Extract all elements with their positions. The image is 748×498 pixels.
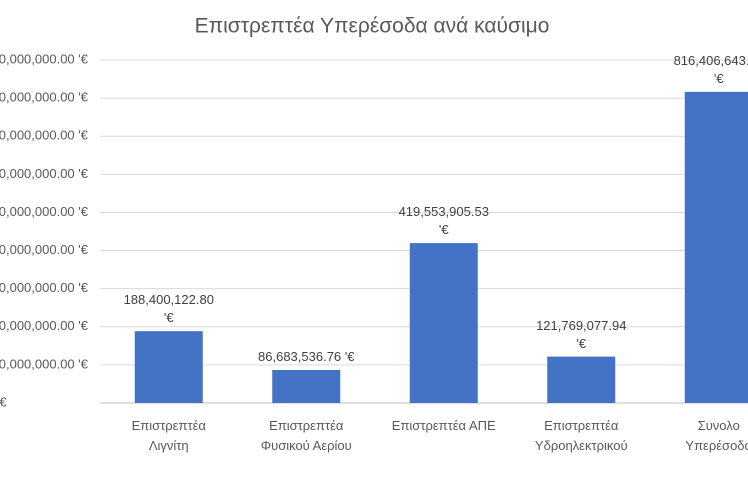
bar: [134, 331, 203, 403]
bar: [272, 369, 341, 403]
data-label: 86,683,536.76 '€: [258, 348, 355, 364]
y-tick-label: 400,000,000.00 '€: [0, 242, 89, 257]
y-tick-label: 100,000,000.00 '€: [0, 356, 89, 371]
bar: [547, 356, 616, 403]
bar: [684, 91, 748, 403]
y-tick-label: 500,000,000.00 '€: [0, 204, 89, 219]
x-tick-label: Επιστρεπτέα Υδροηλεκτρικού: [534, 418, 628, 453]
data-label: 121,769,077.94 '€: [536, 317, 627, 351]
data-label: 419,553,905.53 '€: [398, 204, 489, 238]
x-tick-label: Συνολο Υπερέσοδα: [685, 418, 748, 453]
data-label: 816,406,643.03 '€: [673, 52, 748, 86]
y-tick-label: 900,000,000.00 '€: [0, 51, 89, 66]
x-tick-label: Επιστρεπτέα Λιγνίτη: [131, 418, 206, 453]
chart-title: Επιστρεπτέα Υπερέσοδα ανά καύσιμο: [195, 15, 550, 38]
y-tick-label: '€: [0, 394, 7, 409]
data-label: 188,400,122.80 '€: [123, 292, 214, 326]
x-tick-label: Επιστρεπτέα Φυσικού Αερίου: [260, 418, 352, 453]
y-tick-label: 800,000,000.00 '€: [0, 90, 89, 105]
y-tick-label: 300,000,000.00 '€: [0, 280, 89, 295]
y-tick-label: 600,000,000.00 '€: [0, 166, 89, 181]
y-tick-label: 200,000,000.00 '€: [0, 318, 89, 333]
x-tick-label: Επιστρεπτέα ΑΠΕ: [391, 418, 496, 433]
bar: [409, 243, 478, 403]
y-tick-label: 700,000,000.00 '€: [0, 128, 89, 143]
